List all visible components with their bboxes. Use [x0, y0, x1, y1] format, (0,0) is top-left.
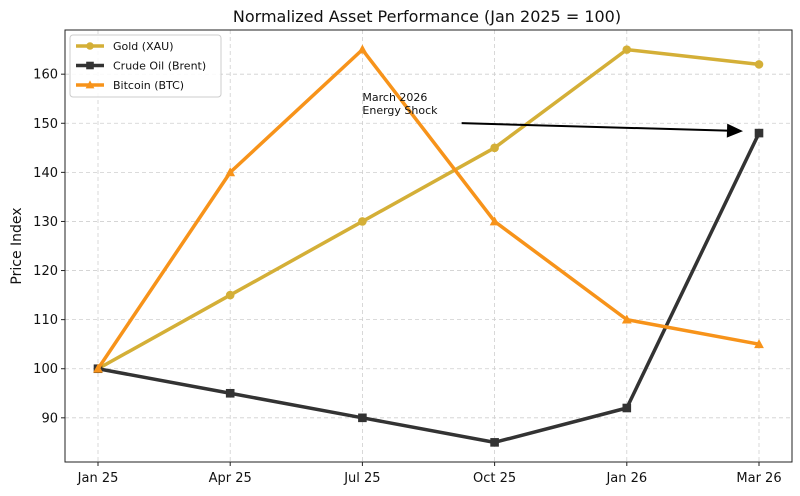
y-tick-label: 140 [33, 166, 58, 181]
series-line [97, 47, 760, 371]
x-tick-label: Jan 26 [605, 471, 647, 486]
x-tick-label: Mar 26 [736, 471, 781, 486]
y-tick-label: 150 [33, 117, 58, 132]
data-point [490, 143, 499, 153]
data-point [357, 44, 368, 54]
series-line [96, 47, 760, 370]
legend-marker [85, 80, 95, 89]
data-point [358, 217, 367, 226]
y-tick-label: 160 [33, 68, 58, 83]
data-point [754, 339, 764, 349]
data-series [93, 44, 764, 447]
data-point [225, 167, 236, 177]
x-tick-label: Oct 25 [473, 471, 516, 486]
data-point [754, 128, 764, 138]
data-point [754, 60, 764, 69]
data-point [622, 45, 632, 54]
legend-marker [86, 42, 94, 50]
plot-frame [64, 29, 793, 463]
annotation-text: Energy Shock [362, 104, 438, 117]
x-axis-ticks: Jan 25 Apr 25 Jul 25 Oct 25 Jan 26 Mar 26 [77, 462, 782, 486]
legend-box [69, 34, 222, 98]
y-axis-label: Price Index [9, 207, 25, 284]
y-tick-label: 90 [41, 411, 58, 426]
legend-label: Gold (XAU) [113, 40, 173, 53]
series-line [97, 132, 761, 445]
data-point [622, 403, 632, 413]
grid-lines [65, 30, 792, 462]
x-tick-label: Jul 25 [343, 471, 380, 486]
annotation-arrow-line [461, 122, 728, 132]
series-2 [93, 44, 764, 373]
data-point [93, 363, 103, 373]
chart-title: Normalized Asset Performance (Jan 2025 =… [233, 7, 621, 26]
legend-marker [86, 61, 94, 70]
data-point [490, 438, 499, 447]
data-point [489, 216, 500, 226]
y-tick-label: 100 [33, 362, 58, 377]
y-tick-label: 120 [33, 264, 58, 279]
x-tick-label: Jan 25 [77, 471, 119, 486]
data-point [358, 413, 367, 423]
data-point [225, 290, 235, 300]
series-1 [93, 128, 764, 447]
legend-label: Crude Oil (Brent) [113, 60, 206, 73]
annotation-text: March 2026 [362, 91, 427, 104]
x-tick-label: Apr 25 [209, 471, 252, 486]
y-tick-label: 130 [33, 215, 58, 230]
annotation-arrow-head [726, 123, 743, 138]
legend: Gold (XAU) Crude Oil (Brent) Bitcoin (BTC) [69, 34, 222, 98]
legend-label: Bitcoin (BTC) [113, 79, 184, 92]
data-point [225, 388, 235, 398]
y-tick-label: 110 [33, 313, 58, 328]
y-axis-ticks: 90 100 110 120 130 140 150 160 [33, 68, 65, 426]
data-point [621, 314, 632, 324]
